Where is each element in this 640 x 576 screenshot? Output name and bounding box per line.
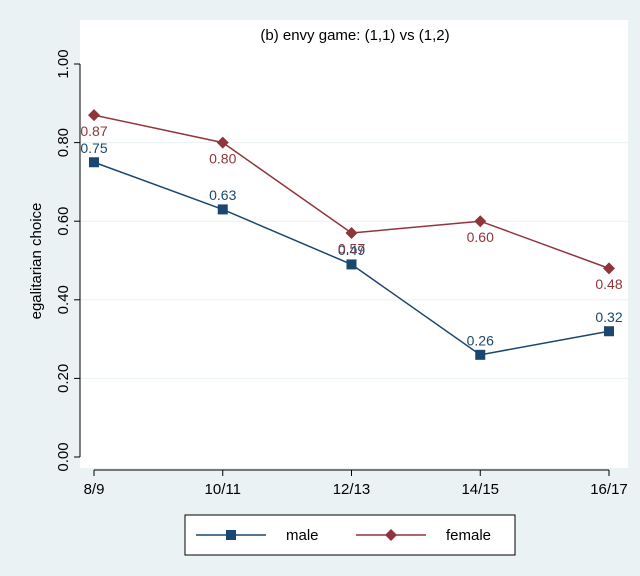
- marker: [216, 136, 229, 149]
- data-label: 0.26: [467, 333, 494, 349]
- marker: [226, 530, 236, 540]
- plot-area: [80, 20, 628, 468]
- y-axis-title: egalitarian choice: [28, 203, 45, 320]
- data-label: 0.57: [338, 241, 365, 257]
- marker: [474, 215, 487, 228]
- data-label: 0.75: [80, 140, 107, 156]
- x-tick-label: 8/9: [84, 481, 105, 498]
- data-label: 0.87: [80, 123, 107, 139]
- x-tick-label: 10/11: [205, 481, 241, 498]
- y-tick-label: 0.60: [55, 207, 72, 236]
- legend-label: female: [446, 527, 491, 544]
- data-label: 0.80: [209, 150, 236, 166]
- data-label: 0.32: [595, 309, 622, 325]
- data-label: 0.63: [209, 187, 236, 203]
- y-tick-label: 1.00: [55, 49, 72, 78]
- marker: [603, 262, 615, 275]
- marker: [385, 529, 397, 541]
- marker: [89, 157, 99, 168]
- data-label: 0.48: [595, 276, 622, 292]
- x-tick-label: 14/15: [461, 481, 499, 498]
- data-label: 0.49: [338, 242, 365, 258]
- y-tick-label: 0.00: [55, 442, 72, 471]
- marker: [345, 226, 358, 239]
- legend-label: male: [286, 527, 319, 544]
- x-tick-label: 16/17: [590, 481, 628, 498]
- marker: [604, 326, 614, 337]
- marker: [217, 204, 228, 215]
- y-tick-label: 0.80: [55, 128, 72, 157]
- marker: [475, 349, 486, 360]
- chart-title: (b) envy game: (1,1) vs (1,2): [260, 27, 449, 44]
- y-tick-label: 0.40: [55, 285, 72, 314]
- marker: [346, 259, 357, 270]
- y-tick-label: 0.20: [55, 364, 72, 393]
- x-tick-label: 12/13: [333, 481, 371, 498]
- marker: [88, 109, 100, 122]
- data-label: 0.60: [467, 229, 494, 245]
